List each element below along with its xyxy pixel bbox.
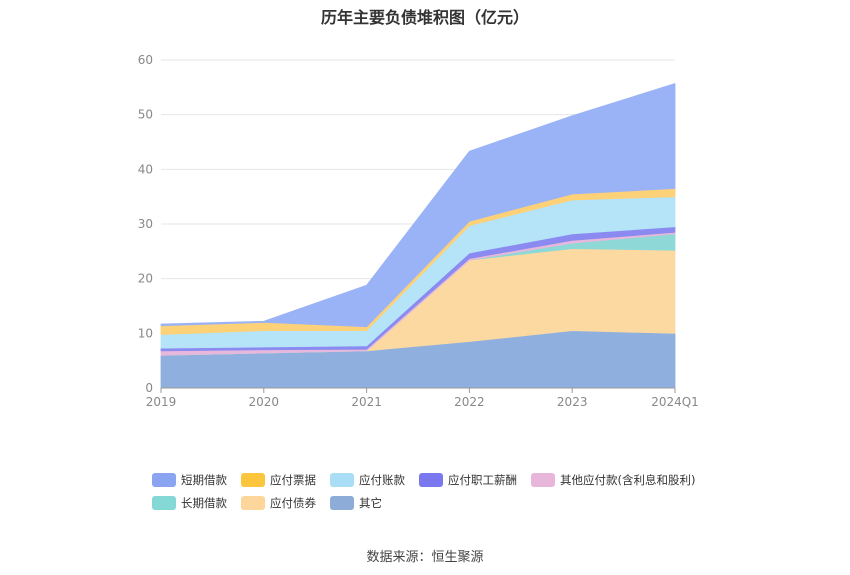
legend-label: 长期借款: [181, 496, 227, 510]
axes: 0 10 20 30 40 50 60 2019 2020 2021 2022 2023 2024Q1: [138, 53, 699, 409]
legend-swatch: [152, 496, 176, 510]
legend-item[interactable]: 其他应付款(含利息和股利): [531, 472, 695, 488]
legend-swatch: [531, 473, 555, 487]
legend-row-2: 长期借款 应付债券 其它: [152, 495, 752, 511]
y-tick-label: 0: [145, 381, 153, 395]
legend-item[interactable]: 应付职工薪酬: [419, 472, 517, 488]
legend-item[interactable]: 应付债券: [241, 495, 316, 511]
x-tick-label: 2019: [146, 395, 177, 409]
legend-swatch: [330, 496, 354, 510]
y-tick-label: 50: [138, 108, 153, 122]
y-tick-label: 20: [138, 272, 153, 286]
x-tick-label: 2020: [249, 395, 280, 409]
legend-swatch: [152, 473, 176, 487]
legend-swatch: [241, 496, 265, 510]
legend-item[interactable]: 短期借款: [152, 472, 227, 488]
stacked-area-chart: 0 10 20 30 40 50 60 2019 2020 2021 2022 2023 2024Q1: [138, 53, 699, 409]
data-source: 数据来源：恒生聚源: [366, 550, 484, 565]
x-tick-label: 2022: [454, 395, 485, 409]
legend-item[interactable]: 应付票据: [241, 472, 316, 488]
chart-title: 历年主要负债堆积图（亿元）: [320, 8, 529, 27]
y-tick-label: 30: [138, 217, 153, 231]
y-tick-label: 10: [138, 326, 153, 340]
legend-label: 其它: [359, 496, 382, 510]
y-tick-label: 40: [138, 162, 153, 176]
legend-swatch: [241, 473, 265, 487]
x-tick-label: 2023: [557, 395, 588, 409]
legend-label: 其他应付款(含利息和股利): [560, 473, 696, 487]
chart-legend: 短期借款 应付票据 应付账款 应付职工薪酬 其他应付款(含利息和股利) 长期借款 应付债券…: [152, 472, 752, 518]
legend-swatch: [330, 473, 354, 487]
y-tick-label: 60: [138, 53, 153, 67]
area-series: [160, 83, 676, 389]
legend-item[interactable]: 其它: [330, 495, 382, 511]
legend-label: 应付账款: [359, 473, 405, 487]
x-tick-label: 2021: [351, 395, 382, 409]
legend-label: 短期借款: [181, 473, 227, 487]
legend-label: 应付票据: [270, 473, 316, 487]
legend-item[interactable]: 长期借款: [152, 495, 227, 511]
legend-item[interactable]: 应付账款: [330, 472, 405, 488]
legend-label: 应付债券: [270, 496, 316, 510]
legend-label: 应付职工薪酬: [448, 473, 517, 487]
legend-swatch: [419, 473, 443, 487]
legend-row-1: 短期借款 应付票据 应付账款 应付职工薪酬 其他应付款(含利息和股利): [152, 472, 752, 488]
x-tick-label: 2024Q1: [651, 395, 699, 409]
area-series-7: [160, 83, 676, 328]
